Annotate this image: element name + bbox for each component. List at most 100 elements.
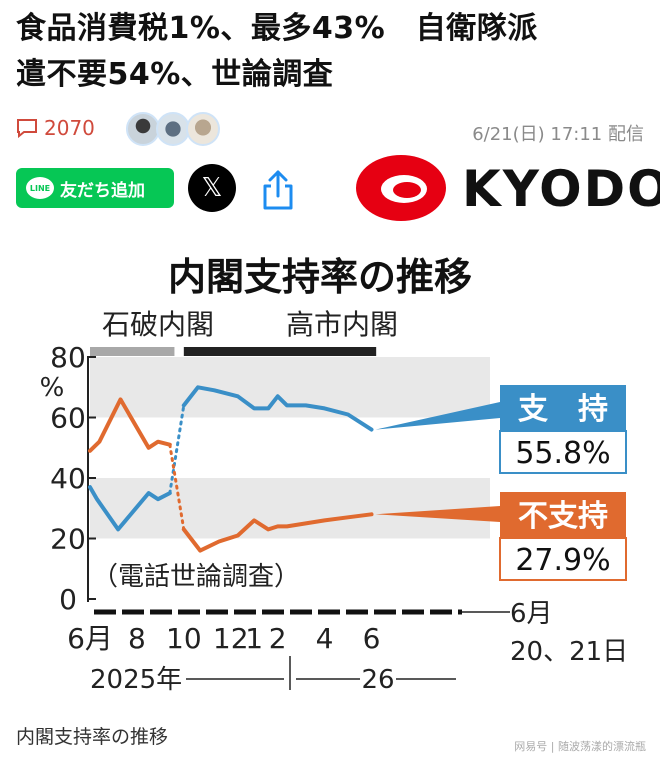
nonsupport-point xyxy=(119,398,122,401)
comment-icon xyxy=(17,119,37,138)
article-meta: 2070 6/21(日) 17:11 配信 xyxy=(16,112,644,148)
support-line xyxy=(88,485,172,532)
x-tick-label: 8 xyxy=(128,622,146,655)
support-point xyxy=(182,404,186,407)
support-point xyxy=(285,404,289,407)
x-logo-icon: 𝕏 xyxy=(201,173,223,203)
comment-count: 2070 xyxy=(44,116,95,140)
end-date-label-days: 20、21日 xyxy=(510,637,628,667)
support-callout-box xyxy=(500,385,626,431)
support-point xyxy=(252,407,256,410)
x-tick-label: 10 xyxy=(166,622,202,655)
x-tick-label: 2 xyxy=(269,622,287,655)
era-bar-takaichi xyxy=(183,347,377,356)
nonsupport-point xyxy=(323,519,326,522)
avatar xyxy=(126,112,160,146)
nonsupport-point xyxy=(267,528,270,531)
avatar xyxy=(186,112,220,146)
publish-timestamp: 6/21(日) 17:11 配信 xyxy=(472,124,644,145)
nonsupport-point xyxy=(252,519,256,522)
x-tick-label: 6月 xyxy=(67,622,113,655)
approval-rating-chart: 内閣支持率の推移 石破内閣 高市内閣 % 80 60 40 20 0 支 持 55.8%… xyxy=(40,255,629,695)
era-label-takaichi: 高市内閣 xyxy=(286,308,398,341)
y-tick-label: 20 xyxy=(50,523,86,556)
headline-line-1: 食品消費税1%、最多43% 自衛隊派 xyxy=(16,11,538,46)
x-tick-label: 12 xyxy=(213,622,249,655)
support-legend-label: 支 持 xyxy=(518,392,608,427)
era-bar-ishiba xyxy=(90,347,175,356)
chart-title: 内閣支持率の推移 xyxy=(168,255,472,299)
support-point xyxy=(236,395,239,398)
nonsupport-point xyxy=(147,446,150,449)
nonsupport-point xyxy=(88,449,92,452)
shaded-band xyxy=(90,357,490,418)
x-tick-label: 4 xyxy=(316,622,334,655)
support-point xyxy=(213,389,216,392)
commenter-avatars[interactable] xyxy=(126,112,220,146)
support-point xyxy=(88,485,92,489)
share-icon xyxy=(263,170,293,210)
nonsupport-point xyxy=(217,540,221,543)
support-value-box xyxy=(499,430,627,474)
nonsupport-point xyxy=(276,525,279,528)
support-point xyxy=(156,497,160,501)
support-line xyxy=(168,403,186,495)
comments-link[interactable]: 2070 xyxy=(16,116,95,140)
year-label-2025: 2025年 xyxy=(90,665,182,695)
support-point xyxy=(323,407,326,410)
shaded-band xyxy=(90,478,490,539)
survey-method-note: （電話世論調査） xyxy=(92,562,300,592)
x-tick-label: 1 xyxy=(245,622,263,655)
image-caption: 内閣支持率の推移 xyxy=(16,726,169,748)
watermark: 网易号 | 随波荡漾的漂流瓶 xyxy=(514,740,646,753)
x-tick-label: 6 xyxy=(363,622,381,655)
nonsupport-point xyxy=(199,549,202,552)
support-final-value: 55.8% xyxy=(515,436,610,471)
support-point xyxy=(196,386,200,389)
nonsupport-callout-box xyxy=(500,492,626,538)
year-label-2026: 26 xyxy=(361,665,394,695)
end-date-label-month: 6月 xyxy=(510,599,553,629)
y-tick-label: 0 xyxy=(59,583,77,616)
headline-line-2: 遣不要54%、世論調査 xyxy=(16,57,334,92)
nonsupport-point xyxy=(156,440,160,443)
line-add-friend-label: 友だち追加 xyxy=(60,180,145,201)
avatar xyxy=(156,112,190,146)
headline: 食品消費税1%、最多43% 自衛隊派 遣不要54%、世論調査 xyxy=(16,6,646,98)
era-label-ishiba: 石破内閣 xyxy=(102,308,214,341)
nonsupport-line xyxy=(168,443,186,531)
support-line xyxy=(181,385,374,432)
support-point xyxy=(267,407,270,410)
nonsupport-legend-label: 不支持 xyxy=(518,499,608,534)
nonsupport-value-box xyxy=(499,537,627,581)
support-point xyxy=(304,404,308,407)
nonsupport-point xyxy=(370,513,373,516)
nonsupport-point xyxy=(236,534,239,537)
nonsupport-line xyxy=(181,512,374,553)
nonsupport-line xyxy=(88,397,172,453)
support-point xyxy=(168,491,171,495)
share-button[interactable] xyxy=(258,168,298,212)
nonsupport-final-value: 27.9% xyxy=(515,543,610,578)
nonsupport-point xyxy=(285,525,289,528)
y-tick-label: 40 xyxy=(50,462,86,495)
nonsupport-point xyxy=(168,443,171,446)
support-point xyxy=(147,491,150,495)
support-callout-arrow xyxy=(375,402,500,430)
nonsupport-point xyxy=(182,528,186,531)
support-point xyxy=(276,395,279,398)
support-point xyxy=(116,528,120,531)
support-point xyxy=(346,413,350,416)
nonsupport-point xyxy=(346,516,350,519)
support-point xyxy=(370,428,373,431)
x-share-button[interactable]: 𝕏 xyxy=(188,164,236,212)
line-add-friend-button[interactable]: LINE 友だち追加 xyxy=(16,168,174,208)
y-tick-label: 60 xyxy=(50,402,86,435)
y-tick-label: 80 xyxy=(50,341,86,374)
nonsupport-callout-arrow xyxy=(375,506,500,522)
line-icon: LINE xyxy=(26,177,54,199)
nonsupport-point xyxy=(304,522,308,525)
support-point xyxy=(95,497,99,501)
nonsupport-point xyxy=(98,440,101,443)
y-unit-label: % xyxy=(40,373,65,403)
